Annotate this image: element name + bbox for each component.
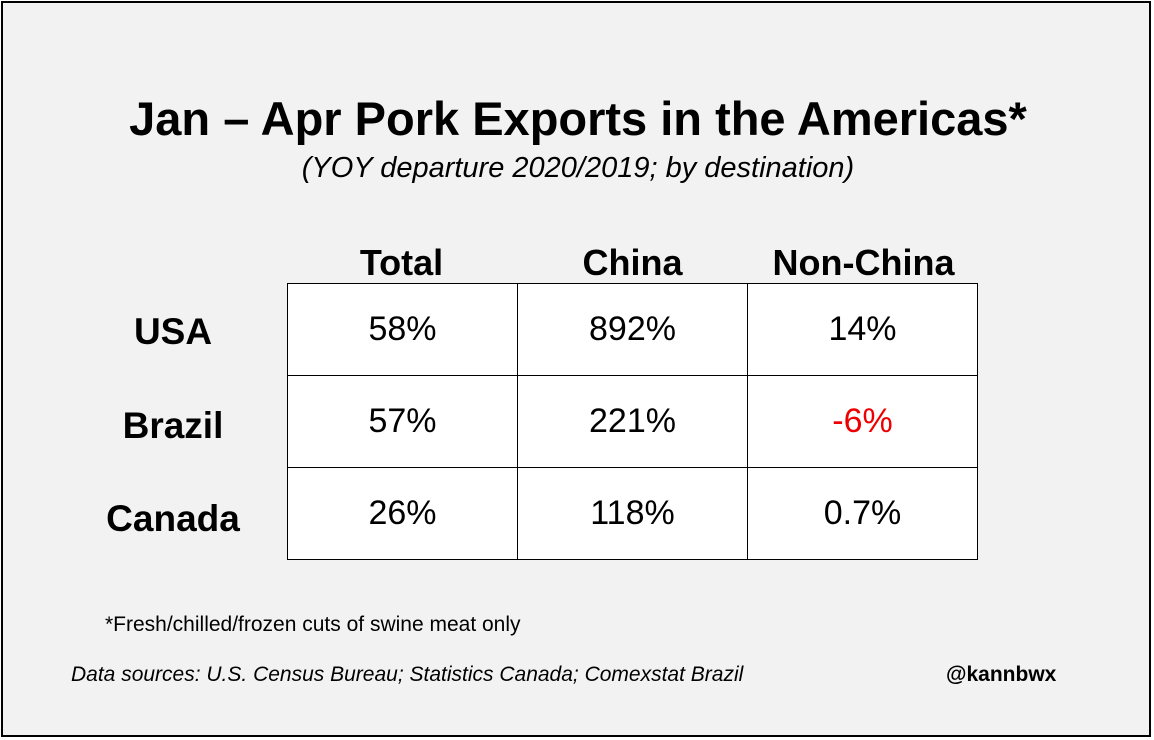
- cell-brazil-china: 221%: [517, 375, 748, 468]
- column-header-china: China: [582, 242, 683, 283]
- cell-usa-total: 58%: [287, 283, 518, 376]
- data-sources: Data sources: U.S. Census Bureau; Statis…: [71, 663, 744, 686]
- data-table: 58% 892% 14% 57% 221% -6% 26% 118% 0.7%: [287, 283, 978, 560]
- row-header-canada: Canada: [106, 498, 240, 539]
- chart-subtitle: (YOY departure 2020/2019; by destination…: [301, 152, 855, 184]
- cell-canada-total: 26%: [287, 467, 518, 560]
- cell-canada-china: 118%: [517, 467, 748, 560]
- column-header-total: Total: [359, 242, 444, 283]
- column-header-non-china: Non-China: [772, 242, 955, 283]
- footnote: *Fresh/chilled/frozen cuts of swine meat…: [105, 613, 521, 636]
- cell-canada-non-china: 0.7%: [747, 467, 978, 560]
- author-handle: @kannbwx: [946, 663, 1057, 686]
- table-row: 26% 118% 0.7%: [287, 467, 978, 560]
- cell-brazil-non-china: -6%: [747, 375, 978, 468]
- row-header-usa: USA: [133, 311, 213, 352]
- cell-usa-china: 892%: [517, 283, 748, 376]
- table-row: 57% 221% -6%: [287, 375, 978, 468]
- row-header-brazil: Brazil: [122, 405, 224, 446]
- cell-brazil-total: 57%: [287, 375, 518, 468]
- chart-title: Jan – Apr Pork Exports in the Americas*: [129, 92, 1027, 145]
- cell-usa-non-china: 14%: [747, 283, 978, 376]
- table-row: 58% 892% 14%: [287, 283, 978, 376]
